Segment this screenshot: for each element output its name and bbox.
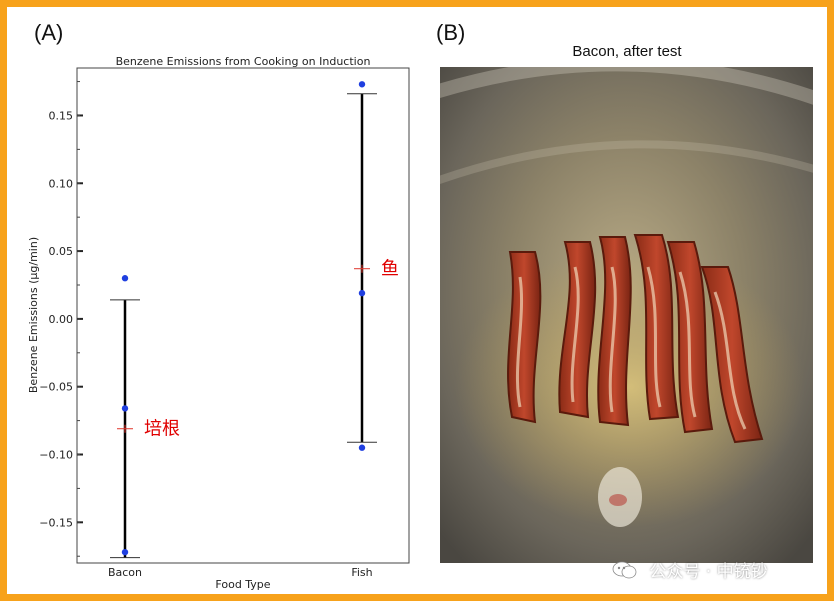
data-point xyxy=(358,289,366,297)
panel-b-label: (B) xyxy=(436,20,466,45)
y-axis: −0.15 −0.10 −0.05 0.00 0.05 0.10 0.15 xyxy=(39,81,83,557)
data-point xyxy=(121,405,129,412)
x-axis-label: Food Type xyxy=(215,578,270,591)
y-tick-label: 0.15 xyxy=(49,109,74,122)
bacon-photo xyxy=(440,67,813,563)
y-tick-label: 0.00 xyxy=(49,313,74,326)
y-tick-label: −0.10 xyxy=(39,449,73,462)
x-tick-label: Fish xyxy=(351,566,372,579)
photo-title: Bacon, after test xyxy=(572,43,682,60)
chart-title: Benzene Emissions from Cooking on Induct… xyxy=(116,55,371,68)
data-marks: 培根 鱼 xyxy=(110,81,399,559)
watermark: 公众号 · 中铳钞 xyxy=(612,557,768,582)
x-tick-label: Bacon xyxy=(108,566,142,579)
x-axis: Bacon Fish xyxy=(108,566,373,579)
data-point xyxy=(121,548,129,556)
plot-area xyxy=(76,67,410,564)
y-axis-label: Benzene Emissions (μg/min) xyxy=(27,237,40,393)
watermark-text: 公众号 · 中铳钞 xyxy=(649,562,768,582)
data-point xyxy=(358,444,366,451)
y-tick-label: 0.10 xyxy=(49,177,74,190)
category-annotation: 培根 xyxy=(144,419,180,440)
data-point xyxy=(121,275,129,282)
y-tick-label: 0.05 xyxy=(49,245,74,258)
data-point xyxy=(358,81,366,88)
y-tick-label: −0.05 xyxy=(39,381,73,394)
panel-a-label: (A) xyxy=(34,20,64,45)
category-annotation: 鱼 xyxy=(381,259,399,280)
y-tick-label: −0.15 xyxy=(39,516,73,529)
wechat-icon xyxy=(612,561,637,578)
